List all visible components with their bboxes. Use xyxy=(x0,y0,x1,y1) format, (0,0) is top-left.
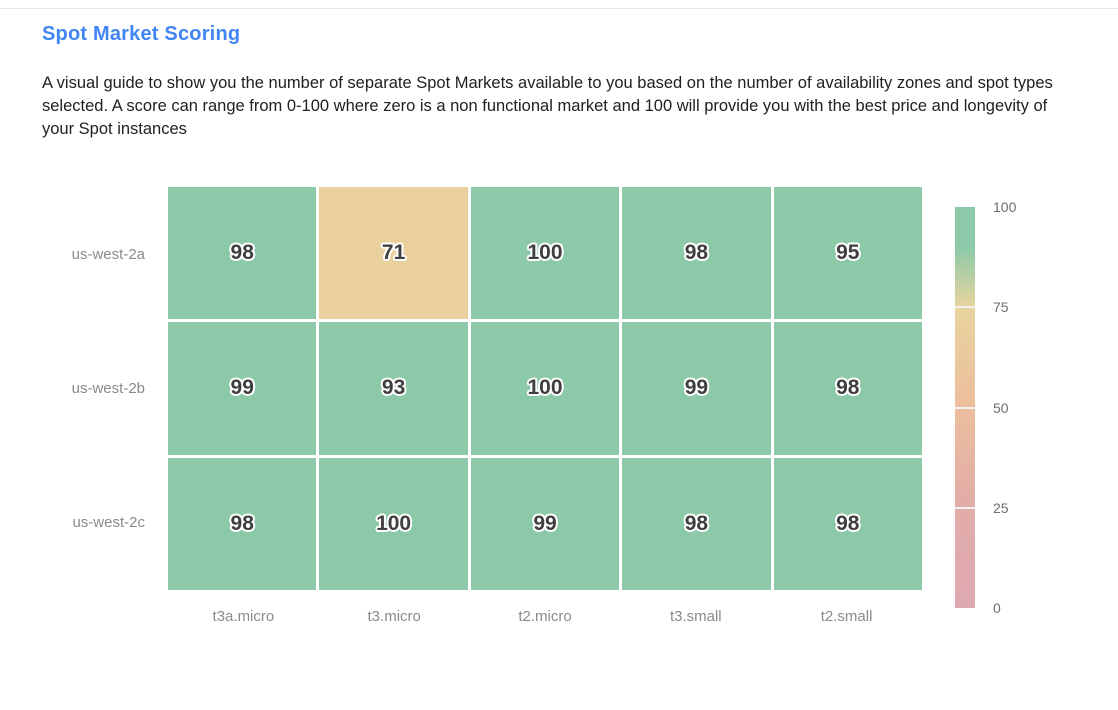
colorbar-tick-line xyxy=(955,406,975,409)
heatmap-cell[interactable]: 98 xyxy=(622,457,771,590)
colorbar-tick-line xyxy=(955,506,975,509)
heatmap-cell[interactable]: 98 xyxy=(168,457,317,590)
x-axis: t3a.micro t3.micro t2.micro t3.small t2.smal… xyxy=(168,604,922,625)
colorbar-labels: 100 75 50 25 0 xyxy=(993,199,1033,616)
cell-value: 100 xyxy=(527,376,563,400)
heatmap-cell[interactable]: 100 xyxy=(319,457,468,590)
cell-value: 98 xyxy=(836,376,860,400)
cell-value: 99 xyxy=(684,376,709,400)
colorbar-tick-label: 0 xyxy=(993,600,1001,616)
heatmap-grid: 98 71 100 98 95 99 93 100 99 98 98 100 99 98 98 xyxy=(168,187,922,590)
heatmap-cell[interactable]: 99 xyxy=(168,322,317,455)
x-axis-label: t2.micro xyxy=(518,608,572,625)
cell-value: 99 xyxy=(533,511,557,535)
cell-value: 98 xyxy=(230,511,254,535)
cell-value: 100 xyxy=(376,511,412,535)
heatmap-cell[interactable]: 71 xyxy=(319,187,468,320)
card-top-border xyxy=(0,8,1118,9)
heatmap-cell[interactable]: 100 xyxy=(470,187,620,320)
heatmap-cell[interactable]: 98 xyxy=(168,187,317,320)
cell-value: 100 xyxy=(527,241,563,265)
heatmap-cell[interactable]: 98 xyxy=(773,322,922,455)
heatmap-cell[interactable]: 93 xyxy=(319,322,468,455)
cell-value: 95 xyxy=(836,241,860,265)
heatmap-cell[interactable]: 99 xyxy=(470,457,620,590)
page-title: Spot Market Scoring xyxy=(42,23,241,45)
x-axis-label: t3.micro xyxy=(367,608,421,625)
colorbar-tick-label: 50 xyxy=(993,399,1009,416)
y-axis: us-west-2a us-west-2b us-west-2c xyxy=(0,187,145,590)
y-axis-label: us-west-2c xyxy=(72,514,145,532)
cell-value: 93 xyxy=(381,376,406,400)
x-axis-label: t3a.micro xyxy=(212,608,275,625)
cell-value: 98 xyxy=(836,511,860,535)
heatmap-cell[interactable]: 95 xyxy=(773,187,922,320)
cell-value: 99 xyxy=(230,376,254,400)
x-axis-label: t3.small xyxy=(669,608,722,625)
heatmap-cell[interactable]: 98 xyxy=(773,457,922,590)
colorbar-tick-label: 100 xyxy=(993,199,1017,215)
colorbar xyxy=(955,207,975,608)
chart-description: A visual guide to show you the number of… xyxy=(42,74,1053,138)
colorbar-tick-label: 25 xyxy=(993,499,1009,516)
x-axis-label: t2.small xyxy=(820,608,873,625)
heatmap-cell[interactable]: 99 xyxy=(622,322,771,455)
cell-value: 98 xyxy=(684,241,709,265)
heatmap-cell[interactable]: 98 xyxy=(622,187,771,320)
cell-value: 98 xyxy=(684,511,709,535)
y-axis-label: us-west-2a xyxy=(71,245,145,263)
cell-value: 98 xyxy=(230,241,254,265)
cell-value: 71 xyxy=(381,241,406,265)
colorbar-tick-label: 75 xyxy=(993,299,1009,316)
colorbar-tick-line xyxy=(955,306,975,309)
y-axis-label: us-west-2b xyxy=(71,379,145,397)
heatmap-cell[interactable]: 100 xyxy=(470,322,620,455)
